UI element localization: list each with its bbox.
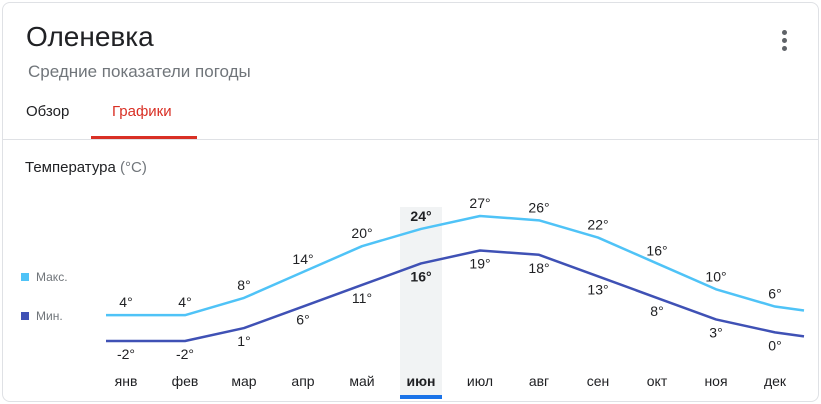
chart-title: Температура [25,159,116,176]
legend-max-label: Макс. [36,270,68,284]
max-temp-label: 4° [119,294,132,310]
max-temp-label: 4° [178,294,191,310]
temperature-chart: 4° -2° янв 4° -2° фев 8° 1° мар 14° 6° апр 20° 11° май… [106,195,805,399]
max-temp-label: 26° [528,199,549,215]
min-temp-label: 18° [528,260,549,276]
max-temp-label: 20° [351,225,372,241]
month-label[interactable]: фев [172,373,199,389]
max-temp-label: 27° [469,195,490,211]
legend-max: Макс. [21,270,68,284]
tabs-divider [3,139,818,140]
month-label[interactable]: сен [587,373,610,389]
chart-unit: (°C) [120,159,147,176]
location-title: Оленевка [26,21,154,52]
active-tab-indicator [91,136,197,139]
month-label[interactable]: дек [764,373,787,389]
min-temp-label: 11° [352,290,372,306]
month-label[interactable]: июн [406,373,435,389]
min-temp-label: 16° [410,268,431,284]
max-temperature-line [106,214,805,317]
max-temp-label: 16° [646,242,667,258]
selected-month-indicator [400,395,442,399]
min-temperature-line [106,249,805,343]
min-temp-label: 3° [709,324,722,340]
chart-section-title: Температура (°C) [25,159,147,176]
month-label[interactable]: мар [231,373,256,389]
card-subtitle: Средние показатели погоды [28,62,251,81]
min-temp-label: 1° [237,333,250,349]
max-temp-label: 14° [292,251,313,267]
tab-charts[interactable]: Графики [112,103,172,120]
month-label[interactable]: авг [529,373,549,389]
min-temp-label: 19° [469,255,490,271]
min-temp-label: 8° [650,303,663,319]
min-temp-label: 0° [768,337,781,353]
min-temp-label: -2° [176,346,194,362]
selected-month-band[interactable] [400,207,442,399]
max-temp-label: 10° [705,268,726,284]
tab-overview[interactable]: Обзор [26,103,70,120]
min-temp-label: 6° [296,312,309,328]
legend-min: Мин. [21,309,63,323]
max-temp-label: 6° [768,286,781,302]
month-label[interactable]: май [349,373,374,389]
legend-min-label: Мин. [36,309,63,323]
month-label[interactable]: окт [647,373,668,389]
max-temp-label: 24° [410,208,431,224]
more-vert-icon[interactable] [777,27,791,57]
legend-min-swatch [21,312,29,320]
month-label[interactable]: июл [467,373,493,389]
max-temp-label: 22° [587,217,608,233]
month-label[interactable]: ноя [704,373,727,389]
min-temp-label: 13° [587,281,608,297]
legend-max-swatch [21,273,29,281]
month-label[interactable]: янв [115,373,138,389]
month-label[interactable]: апр [291,373,314,389]
max-temp-label: 8° [237,277,250,293]
min-temp-label: -2° [117,346,135,362]
